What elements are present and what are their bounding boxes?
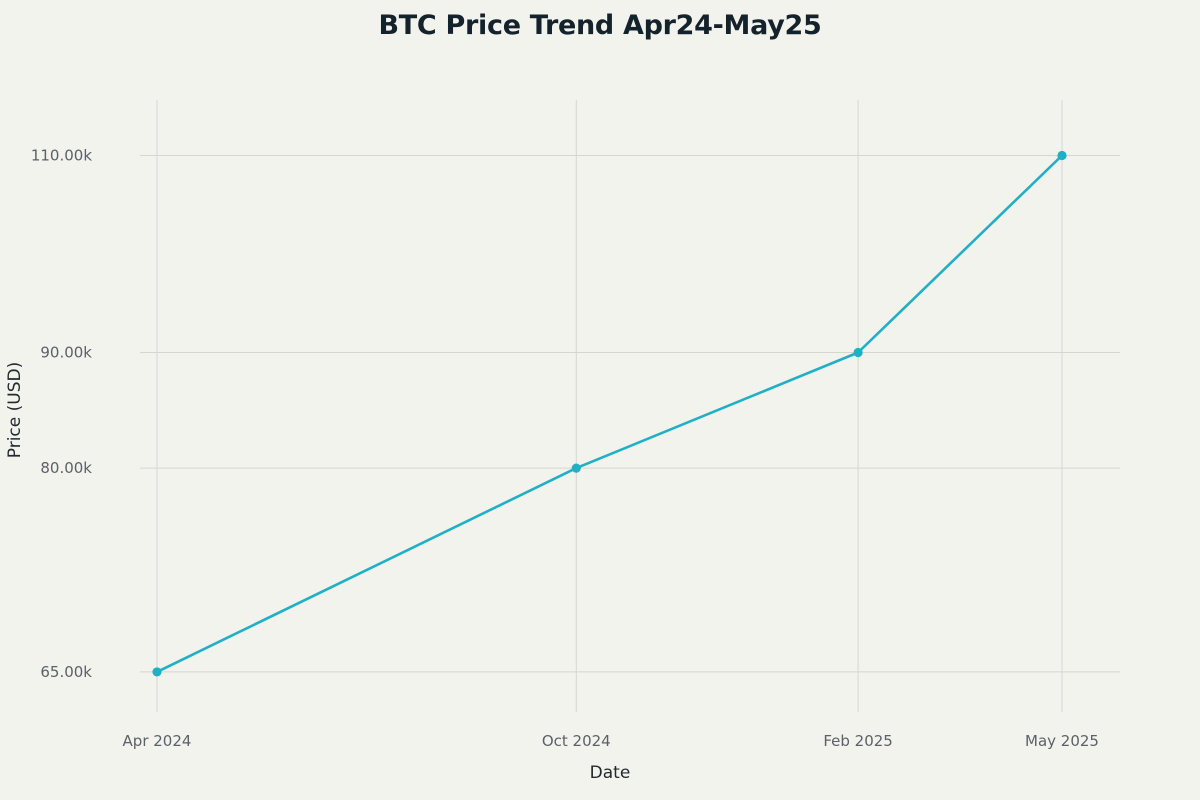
y-tick-label: 80.00k (40, 459, 92, 477)
x-tick-label: Apr 2024 (123, 732, 192, 750)
x-gridlines (156, 100, 1063, 712)
x-tick-label: May 2025 (1025, 732, 1099, 750)
data-point[interactable] (571, 463, 581, 473)
y-tick-label: 90.00k (40, 343, 92, 361)
x-tick-label: Feb 2025 (823, 732, 893, 750)
y-tick-labels: 65.00k 80.00k 90.00k 110.00k (31, 147, 92, 681)
y-axis-title: Price (USD) (5, 362, 25, 458)
chart-title: BTC Price Trend Apr24-May25 (378, 10, 822, 41)
y-tick-label: 110.00k (31, 147, 92, 165)
x-tick-label: Oct 2024 (542, 732, 611, 750)
series-layer (152, 150, 1067, 677)
series-line (155, 154, 1064, 674)
y-gridlines (140, 155, 1120, 673)
data-point[interactable] (152, 667, 162, 677)
data-point[interactable] (1057, 150, 1067, 161)
data-point[interactable] (853, 347, 863, 358)
y-tick-label: 65.00k (40, 663, 92, 681)
x-tick-labels: Apr 2024 Oct 2024 Feb 2025 May 2025 (123, 732, 1099, 750)
x-axis-title: Date (590, 763, 631, 783)
